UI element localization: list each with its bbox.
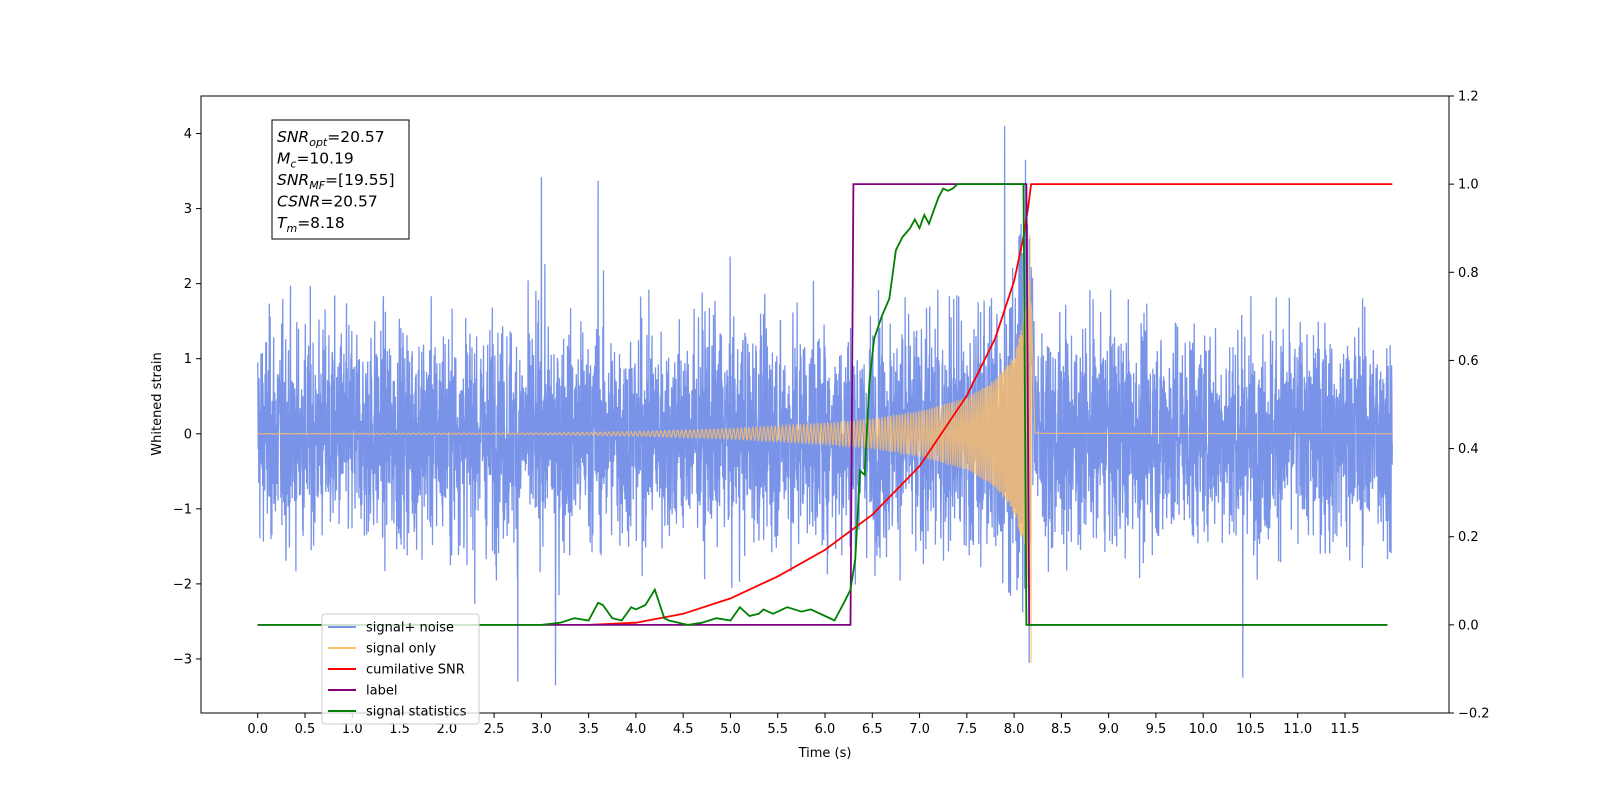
- legend-frame: [321, 613, 480, 725]
- x-tick-label: 10.5: [1236, 722, 1265, 737]
- x-tick-label: 5.5: [767, 722, 788, 737]
- y2-tick-label: 0.2: [1458, 530, 1479, 545]
- x-tick-label: 7.5: [956, 722, 977, 737]
- x-tick-label: 8.0: [1004, 722, 1025, 737]
- x-tick-label: 0.0: [247, 722, 268, 737]
- y2-tick-label: 1.2: [1458, 90, 1479, 105]
- y-tick-label: 3: [184, 202, 192, 217]
- y-tick-label: 1: [184, 352, 192, 367]
- x-tick-label: 1.5: [389, 722, 410, 737]
- x-tick-label: 4.0: [626, 722, 647, 737]
- x-axis-label: Time (s): [798, 746, 852, 761]
- axes-layer: 0.0 0.5 1.0 1.5 2.0 2.5 3.0 3.5 4.0 4.5 5.0 5.5 6.0 6…: [173, 90, 1490, 738]
- series-signal-statistics-line: [257, 183, 1388, 626]
- annotation-line: SNRopt=20.57: [277, 128, 385, 149]
- x-tick-label: 5.0: [720, 722, 741, 737]
- x-tick-label: 10.0: [1189, 722, 1218, 737]
- y2-tick-label: 0.4: [1458, 442, 1479, 457]
- legend-entry-label: signal+ noise: [366, 621, 454, 636]
- legend-entry-label: signal statistics: [366, 705, 467, 720]
- x-tick-label: 3.0: [531, 722, 552, 737]
- y2-tick-label: 0.8: [1458, 266, 1479, 281]
- legend-entry-label: cumilative SNR: [366, 663, 465, 678]
- series-signal-only-line: [257, 234, 1393, 663]
- annotation-line: Tm=8.18: [277, 214, 345, 235]
- x-tick-label: 6.0: [815, 722, 836, 737]
- x-tick-label: 11.5: [1331, 722, 1360, 737]
- x-tick-label: 9.5: [1146, 722, 1167, 737]
- y-tick-label: −3: [173, 652, 192, 667]
- x-tick-label: 6.5: [862, 722, 883, 737]
- x-tick-label: 2.0: [436, 722, 457, 737]
- x-tick-label: 9.0: [1098, 722, 1119, 737]
- x-tick-label: 1.0: [342, 722, 363, 737]
- y-tick-label: −2: [173, 577, 192, 592]
- stats-annotation-box: SNRopt=20.57Mc=10.19SNRMF=[19.55]CSNR=20…: [271, 119, 410, 240]
- legend-entry-label: signal only: [366, 642, 436, 657]
- y-tick-label: 0: [184, 427, 192, 442]
- annotation-line: CSNR=20.57: [277, 193, 378, 211]
- series-layer: [257, 125, 1393, 686]
- x-tick-label: 11.0: [1283, 722, 1312, 737]
- annotation-frame: [271, 119, 410, 240]
- x-tick-label: 0.5: [295, 722, 316, 737]
- x-tick-label: 3.5: [578, 722, 599, 737]
- x-tick-label: 4.5: [673, 722, 694, 737]
- y-axis-label: Whitened strain: [150, 352, 165, 455]
- y2-tick-label: 0.0: [1458, 618, 1479, 633]
- legend-entry-label: label: [366, 684, 397, 699]
- y2-tick-label: −0.2: [1458, 707, 1490, 722]
- x-tick-label: 7.0: [909, 722, 930, 737]
- y2-tick-label: 1.0: [1458, 178, 1479, 193]
- x-tick-label: 2.5: [484, 722, 505, 737]
- y2-tick-label: 0.6: [1458, 354, 1479, 369]
- y-tick-label: 4: [184, 127, 192, 142]
- y-tick-label: 2: [184, 277, 192, 292]
- series-signal-noise-line: [257, 125, 1393, 686]
- annotation-line: Mc=10.19: [277, 150, 354, 171]
- legend: signal+ noise signal only cumilative SNR la…: [321, 613, 480, 725]
- y-tick-label: −1: [173, 502, 192, 517]
- x-tick-label: 8.5: [1051, 722, 1072, 737]
- annotation-line: SNRMF=[19.55]: [277, 171, 395, 192]
